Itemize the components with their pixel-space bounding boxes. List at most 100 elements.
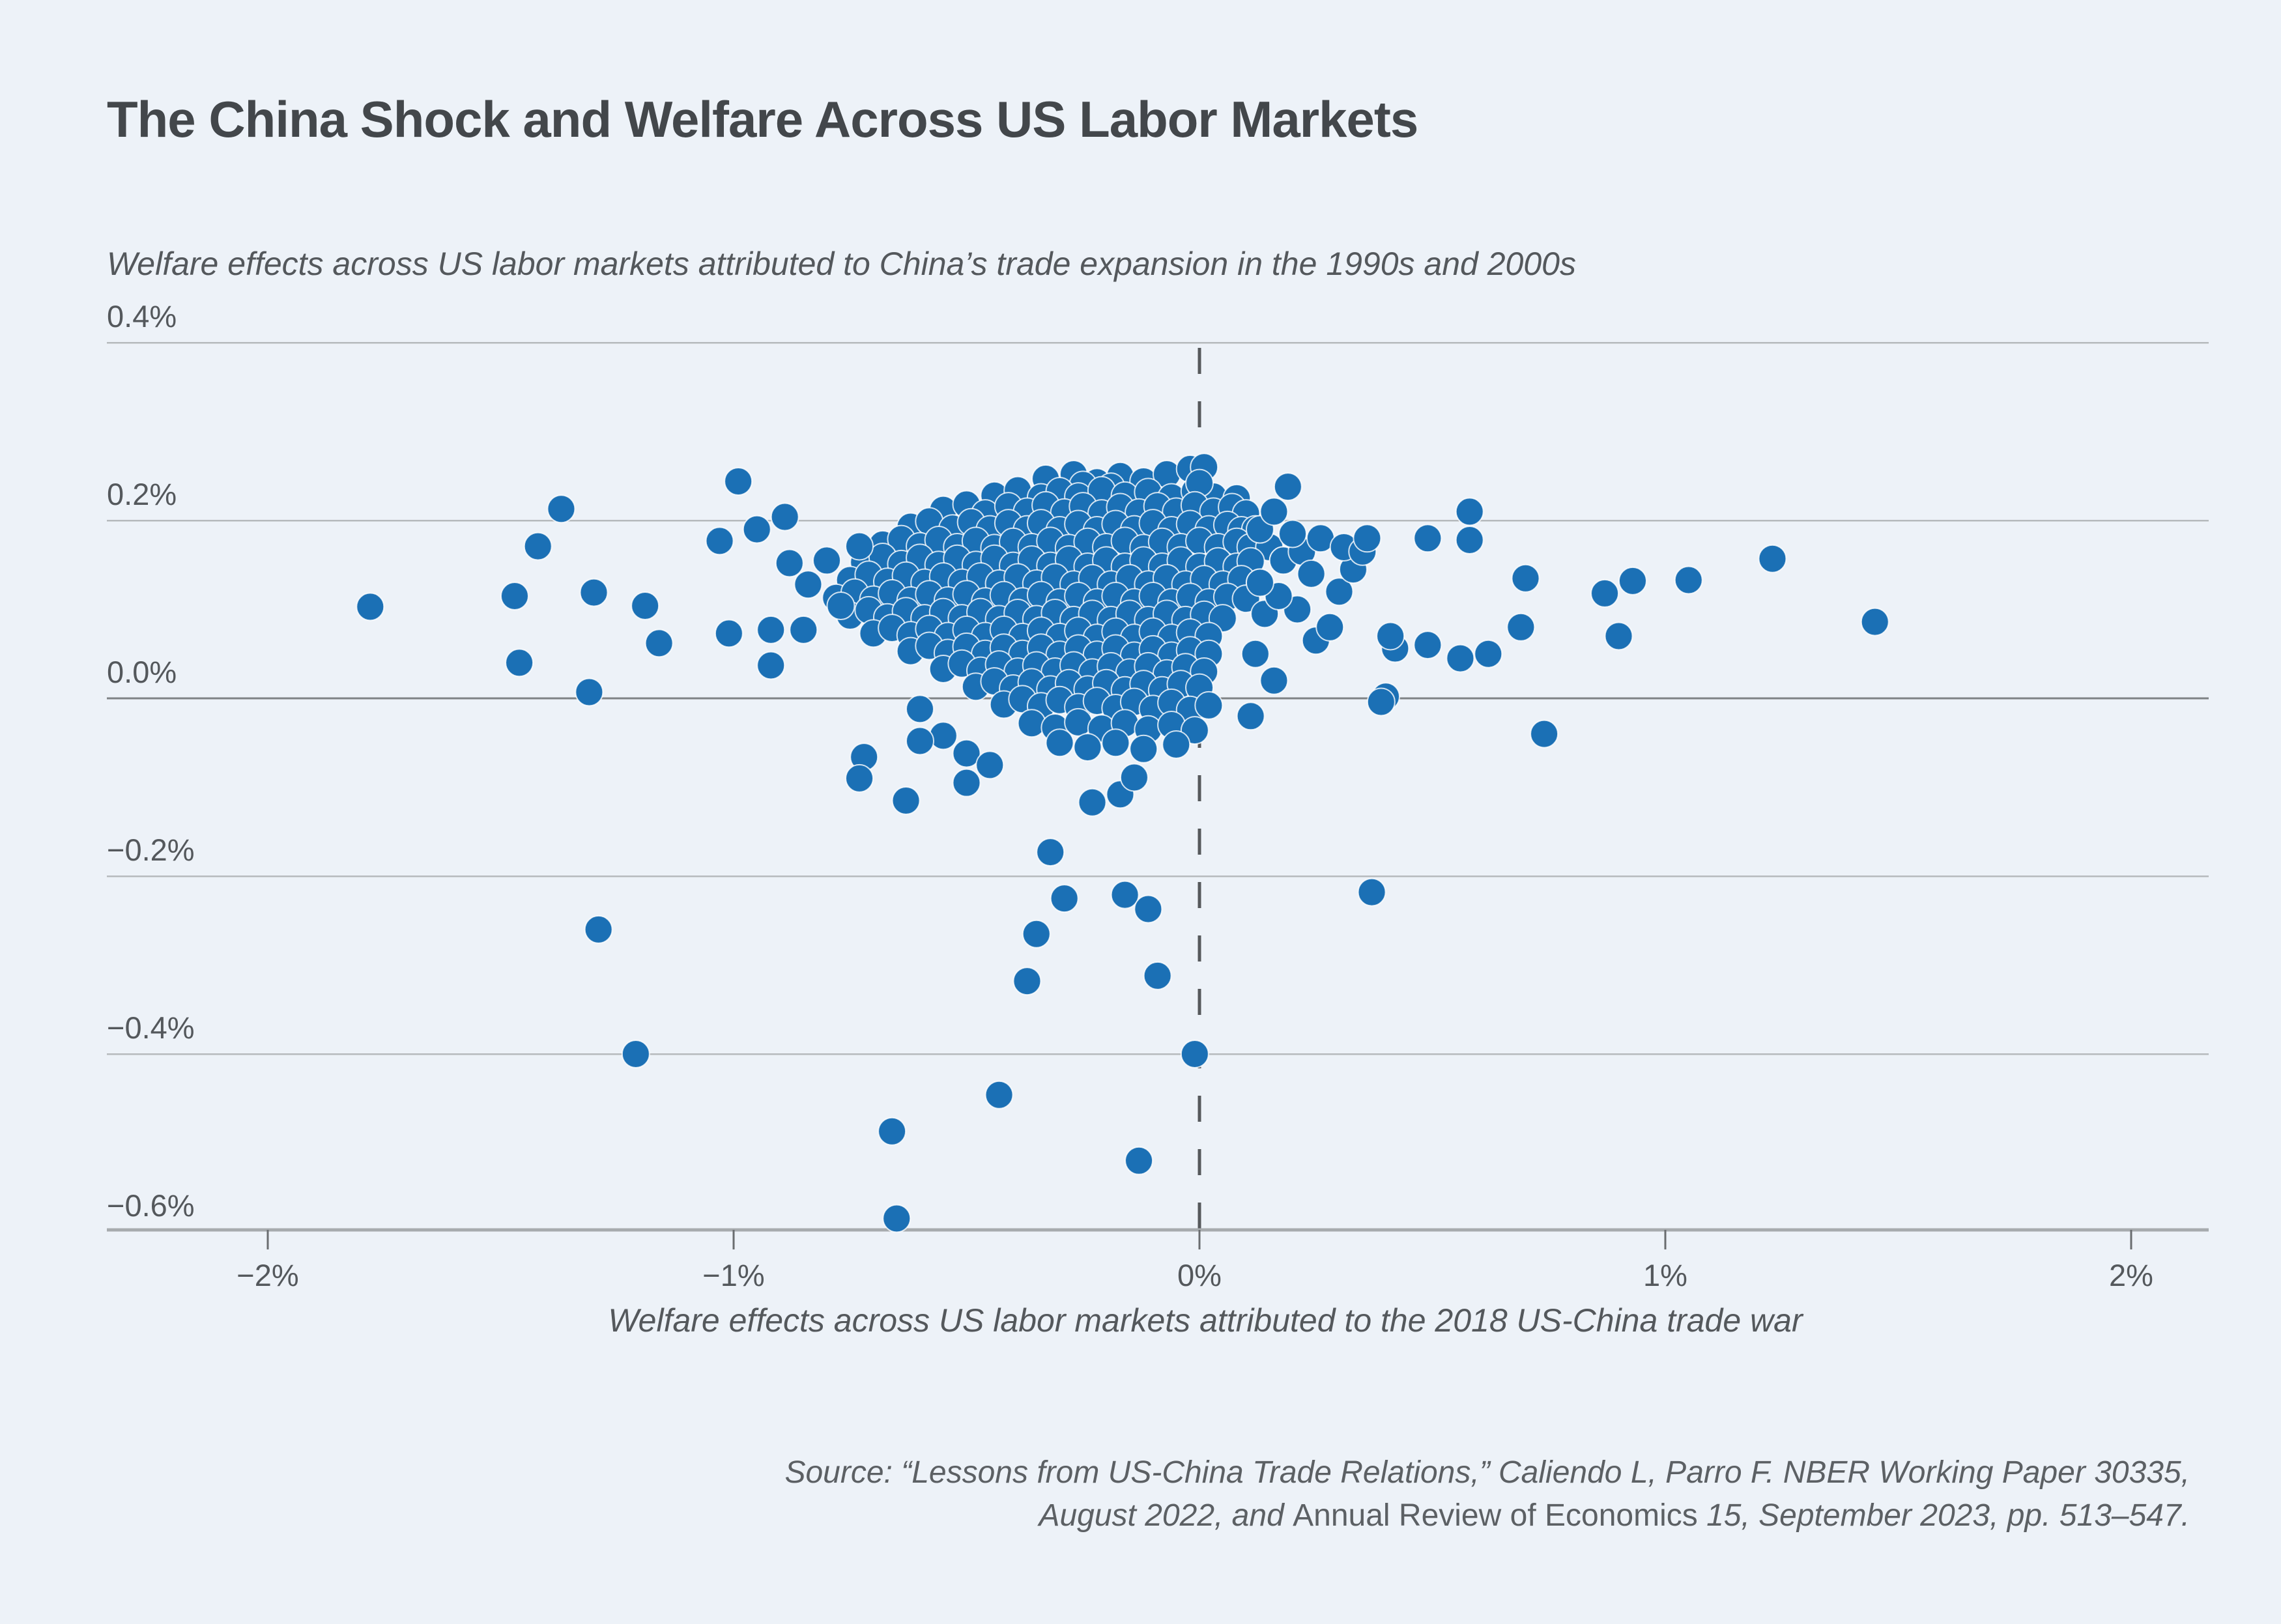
data-point [952, 768, 981, 797]
x-tick-label: −2% [237, 1258, 299, 1292]
data-point [812, 546, 841, 575]
data-point [878, 1117, 907, 1146]
y-tick-label: 0.2% [107, 477, 177, 511]
data-point [1050, 884, 1079, 913]
x-tick-label: 0% [1177, 1258, 1222, 1292]
data-point [891, 786, 921, 815]
data-point [579, 578, 609, 607]
data-point [1259, 666, 1289, 695]
data-point [1162, 730, 1191, 759]
data-point [1353, 524, 1382, 553]
data-point [1129, 734, 1158, 763]
data-point [770, 502, 799, 532]
data-point [742, 515, 771, 544]
data-point [906, 726, 934, 756]
data-point [1455, 497, 1484, 526]
data-point [984, 1080, 1014, 1109]
source-line-2: August 2022, and Annual Review of Econom… [1039, 1498, 2190, 1533]
data-point [826, 591, 855, 621]
x-axis-title: Welfare effects across US labor markets … [608, 1302, 1803, 1339]
data-point [1366, 687, 1396, 717]
data-point [1036, 838, 1065, 867]
y-axis-title: Welfare effects across US labor markets … [107, 246, 1576, 282]
data-point [1073, 733, 1102, 762]
data-point [714, 619, 743, 648]
data-point [1474, 639, 1503, 668]
data-point [928, 721, 958, 750]
data-point [575, 677, 604, 707]
data-point [1012, 967, 1042, 996]
x-tick-label: 1% [1643, 1258, 1687, 1292]
source-note: Source: “Lessons from US-China Trade Rel… [784, 1451, 2190, 1537]
data-point [789, 615, 818, 644]
data-point [1180, 1040, 1209, 1068]
data-point [845, 532, 874, 561]
y-tick-label: −0.4% [107, 1010, 195, 1045]
data-point [1278, 519, 1307, 548]
data-point [1143, 961, 1172, 990]
data-point [1017, 709, 1046, 738]
data-point [1604, 621, 1633, 651]
data-point [1119, 763, 1149, 792]
data-point [1455, 526, 1484, 555]
data-point [1297, 559, 1326, 588]
data-point [1446, 644, 1475, 673]
data-point [1236, 702, 1265, 731]
data-point [1045, 728, 1074, 758]
data-point [1241, 639, 1270, 668]
data-point [952, 739, 981, 768]
data-point [794, 570, 823, 599]
chart-title: The China Shock and Welfare Across US La… [107, 91, 1418, 148]
data-point [975, 750, 1005, 780]
data-point [1022, 919, 1051, 948]
data-point [1273, 472, 1302, 502]
data-point [1245, 568, 1274, 597]
data-point [500, 582, 529, 611]
y-tick-label: 0.0% [107, 655, 177, 689]
data-point [1530, 719, 1559, 748]
x-tick-label: 2% [2109, 1258, 2153, 1292]
data-point [1315, 612, 1345, 642]
data-point [1078, 788, 1107, 817]
data-point [1125, 1146, 1154, 1175]
x-tick-label: −1% [702, 1258, 765, 1292]
data-point [1758, 544, 1787, 573]
data-point [1134, 894, 1163, 924]
data-point [775, 548, 804, 578]
data-point [1511, 563, 1540, 593]
data-point [756, 651, 786, 680]
data-point [1194, 691, 1224, 720]
y-tick-label: 0.4% [107, 299, 177, 334]
data-point [1376, 621, 1405, 651]
data-point [1357, 877, 1386, 907]
data-point [724, 466, 753, 496]
data-point [705, 526, 734, 556]
data-point [1506, 612, 1536, 642]
data-point [906, 694, 934, 724]
data-point [356, 592, 385, 621]
data-point [845, 763, 874, 793]
y-tick-label: −0.6% [107, 1188, 195, 1223]
data-point [621, 1040, 650, 1068]
data-point [547, 494, 576, 524]
data-point [1618, 566, 1647, 595]
source-line-1: Source: “Lessons from US-China Trade Rel… [784, 1455, 2190, 1490]
data-point [505, 648, 534, 677]
data-point [756, 615, 786, 644]
data-point [1413, 631, 1442, 660]
data-point [631, 591, 660, 621]
data-point [1860, 607, 1889, 636]
data-point [882, 1204, 911, 1233]
data-point [523, 532, 552, 561]
data-point [644, 629, 674, 658]
data-point [1101, 728, 1130, 758]
journal-name: Annual Review of Economics [1293, 1498, 1698, 1533]
data-point [584, 915, 613, 944]
data-point [1674, 565, 1703, 595]
y-tick-label: −0.2% [107, 833, 195, 867]
data-point [1110, 880, 1140, 909]
data-point [1325, 577, 1354, 606]
data-point [1413, 524, 1442, 553]
